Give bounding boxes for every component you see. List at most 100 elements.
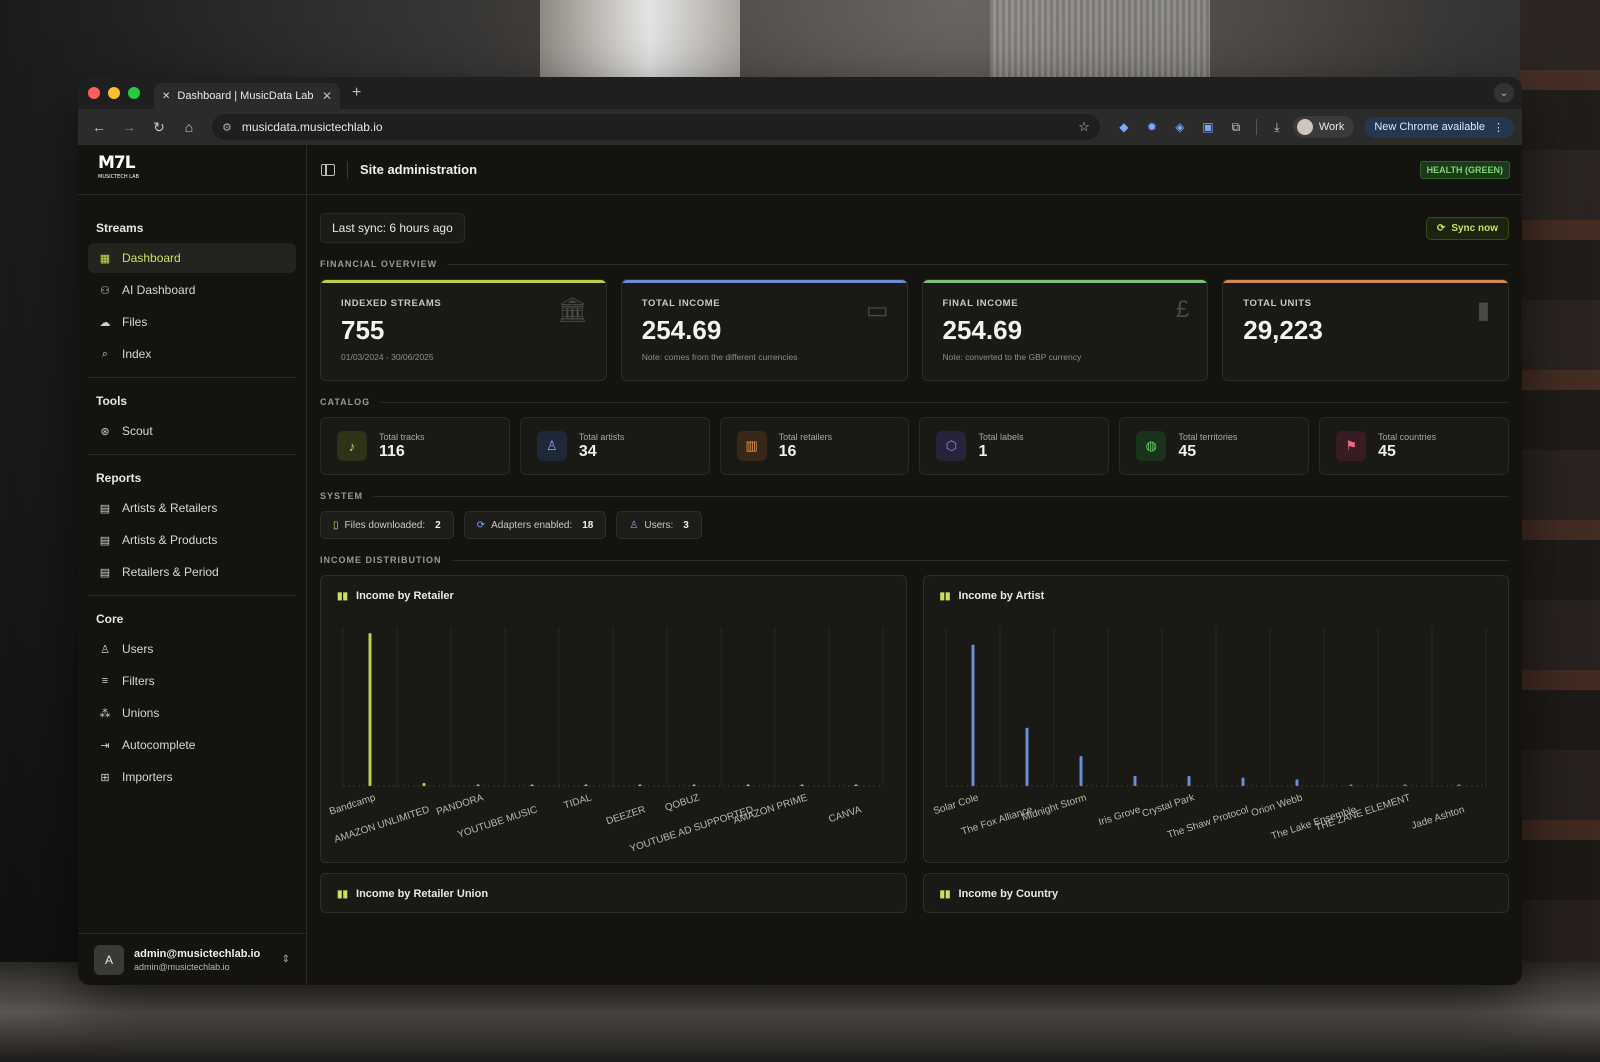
sidebar-item-autocomplete[interactable]: ⇥ Autocomplete: [88, 730, 296, 760]
background-bookshelf: [1520, 0, 1600, 1062]
extension-gear-icon[interactable]: ✹: [1146, 120, 1157, 134]
sidebar-item-label: Users: [122, 642, 154, 656]
store-icon: ▥: [736, 431, 767, 461]
section-catalog: CATALOG: [320, 397, 1509, 407]
chart-bar: [854, 784, 858, 786]
sidebar-item-ai-dashboard[interactable]: ⚇ AI Dashboard: [88, 275, 296, 305]
system-pill-adapters-enabled: ⟳ Adapters enabled: 18: [463, 511, 607, 539]
sidebar-item-scout[interactable]: ⊛ Scout: [88, 416, 296, 446]
card-label: FINAL INCOME: [942, 298, 1019, 309]
financial-cards: INDEXED STREAMS 755 01/03/2024 - 30/06/202…: [320, 279, 1509, 381]
chart-title: ▮▮ Income by Retailer: [337, 590, 454, 602]
extension-document-icon[interactable]: ▣: [1202, 120, 1214, 134]
sidebar-item-users[interactable]: ♙ Users: [88, 634, 296, 664]
site-info-icon[interactable]: ⚙: [222, 121, 232, 134]
sidebar-item-importers[interactable]: ⊞ Importers: [88, 762, 296, 792]
bookmark-star-icon[interactable]: ☆: [1078, 119, 1090, 134]
chart-title-text: Income by Country: [958, 888, 1059, 900]
extension-shield-icon[interactable]: ◆: [1119, 120, 1129, 134]
sidebar-item-label: Importers: [122, 770, 173, 784]
close-tab-icon[interactable]: ✕: [321, 89, 332, 103]
minimize-window-button[interactable]: [108, 87, 120, 99]
search-icon: ⌕: [101, 347, 109, 360]
reload-icon[interactable]: ↻: [153, 118, 165, 135]
pill-value: 18: [582, 519, 594, 531]
sidebar-item-unions[interactable]: ⁂ Unions: [88, 698, 296, 728]
chart-bar: [971, 644, 974, 786]
chrome-update-button[interactable]: New Chrome available ⋮: [1364, 116, 1514, 138]
nav-heading: Tools: [96, 394, 128, 408]
x-tick-label: PANDORA: [435, 792, 485, 818]
chart-title: ▮▮ Income by Retailer Union: [337, 888, 488, 900]
nav-divider: [88, 454, 296, 455]
close-window-button[interactable]: [88, 87, 100, 99]
sidebar-item-label: Index: [122, 347, 152, 361]
extension-tag-icon[interactable]: ◈: [1175, 120, 1185, 134]
nav-section-streams: Streams ▦ Dashboard ⚇ AI Dashboard ☁ Files ⌕ Ind…: [78, 195, 306, 369]
x-tick-label: Jade Ashton: [1410, 804, 1466, 831]
profile-avatar: [1296, 119, 1313, 135]
sidebar-item-files[interactable]: ☁ Files: [88, 307, 296, 337]
card-value: 45: [1178, 442, 1197, 460]
sidebar-item-label: Artists & Retailers: [122, 501, 218, 515]
chart-bar: [1295, 779, 1298, 786]
sidebar-item-dashboard[interactable]: ▦ Dashboard: [88, 243, 296, 273]
nav-section-reports: Reports ▤ Artists & Retailers ▤ Artists & Pr…: [78, 461, 306, 587]
logo-subtext: MUSICTECH LAB: [98, 173, 139, 180]
chart-title-text: Income by Retailer Union: [356, 888, 489, 900]
catalog-card-text: Total countries 45: [1378, 432, 1436, 461]
card-label: Total territories: [1178, 431, 1238, 442]
toggle-sidebar-icon[interactable]: [321, 163, 335, 176]
address-bar[interactable]: ⚙ musicdata.musictechlab.io ☆: [212, 114, 1100, 140]
sidebar-nav: Streams ▦ Dashboard ⚇ AI Dashboard ☁ Files ⌕ Ind…: [78, 195, 306, 792]
sidebar: M7L MUSICTECH LAB Streams ▦ Dashboard ⚇ AI D…: [78, 145, 307, 985]
adapter-icon: ⟳: [476, 519, 486, 531]
nav-section-tools: Tools ⊛ Scout: [78, 384, 306, 446]
catalog-card-total-tracks: ♪ Total tracks 116: [320, 417, 510, 475]
sidebar-item-artists-retailers[interactable]: ▤ Artists & Retailers: [88, 493, 296, 523]
tab-search-chevron-icon[interactable]: ⌄: [1494, 83, 1514, 103]
new-tab-icon[interactable]: +: [352, 84, 362, 101]
card-value: 34: [578, 442, 597, 460]
user-name: admin@musictechlab.io: [134, 947, 261, 960]
pill-value: 2: [435, 519, 441, 531]
sync-now-label: Sync now: [1451, 222, 1498, 234]
nav-heading: Reports: [96, 471, 142, 485]
unions-icon: ⁂: [99, 707, 111, 720]
chart-bar: [692, 784, 696, 786]
sidebar-item-filters[interactable]: ≡ Filters: [88, 666, 296, 696]
x-tick-label: Solar Cole: [932, 792, 980, 817]
chart-title: ▮▮ Income by Country: [940, 888, 1059, 900]
chart-bar: [1025, 727, 1028, 786]
user-menu[interactable]: A admin@musictechlab.io admin@musictechl…: [78, 933, 306, 985]
chart-bar: [368, 633, 372, 786]
brand-logo[interactable]: M7L MUSICTECH LAB: [98, 154, 139, 183]
sidebar-item-index[interactable]: ⌕ Index: [88, 339, 296, 369]
chart-bar: [800, 784, 804, 786]
forward-icon[interactable]: →: [122, 119, 136, 135]
scout-search-icon: ⊛: [100, 425, 110, 438]
card-value: 45: [1378, 442, 1396, 460]
extensions-puzzle-icon[interactable]: ⧉: [1231, 119, 1241, 134]
catalog-card-total-countries: ⚑ Total countries 45: [1319, 417, 1509, 475]
card-label: TOTAL INCOME: [641, 298, 721, 309]
sync-row: Last sync: 6 hours ago ⟳ Sync now: [320, 213, 1509, 243]
x-tick-label: Iris Grove: [1097, 804, 1142, 828]
sidebar-item-label: Artists & Products: [122, 533, 218, 547]
back-icon[interactable]: ←: [92, 119, 106, 135]
x-tick-label: QOBUZ: [664, 792, 701, 813]
bar-chart-icon: ▮▮: [939, 888, 951, 900]
maximize-window-button[interactable]: [128, 87, 140, 99]
financial-card-indexed-streams: INDEXED STREAMS 755 01/03/2024 - 30/06/202…: [320, 279, 607, 381]
home-icon[interactable]: ⌂: [184, 119, 194, 135]
chart-bar: [584, 784, 588, 786]
profile-button[interactable]: Work: [1292, 116, 1355, 138]
favicon-icon: ✕: [162, 90, 171, 102]
download-icon[interactable]: ⤓: [1274, 119, 1280, 134]
browser-tab[interactable]: ✕ Dashboard | MusicData Lab ✕: [154, 83, 340, 109]
sidebar-item-artists-products[interactable]: ▤ Artists & Products: [88, 525, 296, 555]
url-text: musicdata.musictechlab.io: [241, 120, 383, 134]
sidebar-item-retailers-period[interactable]: ▤ Retailers & Period: [88, 557, 296, 587]
sync-now-button[interactable]: ⟳ Sync now: [1425, 216, 1509, 240]
